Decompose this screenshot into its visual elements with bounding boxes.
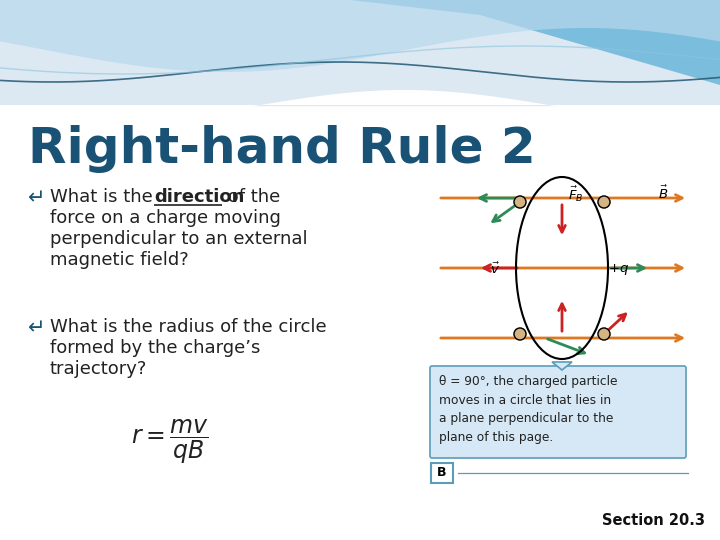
Text: of the: of the [222,188,280,206]
Polygon shape [0,90,720,120]
Text: magnetic field?: magnetic field? [50,251,189,269]
Text: What is the radius of the circle: What is the radius of the circle [50,318,327,336]
Polygon shape [552,362,572,370]
Circle shape [598,196,610,208]
Text: force on a charge moving: force on a charge moving [50,209,281,227]
FancyBboxPatch shape [431,463,453,483]
Text: formed by the charge’s: formed by the charge’s [50,339,261,357]
Circle shape [514,196,526,208]
Text: ↵: ↵ [28,318,45,338]
Text: θ = 90°, the charged particle
moves in a circle that lies in
a plane perpendicul: θ = 90°, the charged particle moves in a… [439,375,618,443]
Text: $\vec{B}$: $\vec{B}$ [658,185,668,202]
Text: Section 20.3: Section 20.3 [602,513,705,528]
Polygon shape [350,0,720,85]
Circle shape [598,328,610,340]
Circle shape [514,328,526,340]
Text: $+q$: $+q$ [608,262,629,277]
Text: direction: direction [154,188,244,206]
Text: What is the: What is the [50,188,158,206]
Text: perpendicular to an external: perpendicular to an external [50,230,307,248]
Text: Right-hand Rule 2: Right-hand Rule 2 [28,125,536,173]
Text: ↵: ↵ [28,188,45,208]
FancyBboxPatch shape [430,366,686,458]
Text: trajectory?: trajectory? [50,360,148,378]
Text: $r = \dfrac{mv}{qB}$: $r = \dfrac{mv}{qB}$ [131,418,209,467]
Polygon shape [0,0,720,72]
Text: B: B [437,467,446,480]
Text: $\vec{v}$: $\vec{v}$ [490,262,500,278]
Text: $\vec{F}_{B}$: $\vec{F}_{B}$ [568,185,583,205]
Bar [0,0,720,105]
